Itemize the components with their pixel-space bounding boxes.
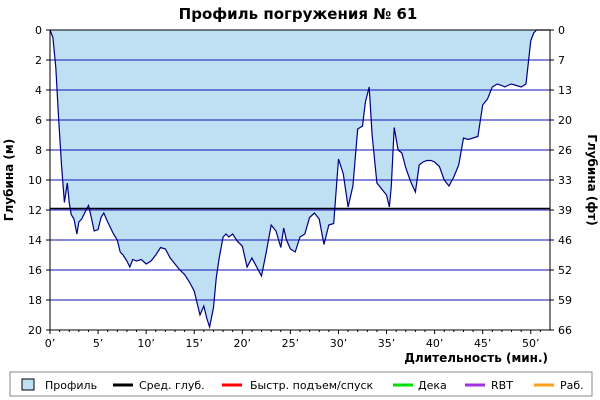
legend-swatch	[21, 378, 35, 391]
legend-box	[9, 371, 593, 397]
y-right-tick-label: 66	[558, 324, 572, 337]
x-tick-label: 5’	[93, 337, 104, 350]
y-left-tick-label: 10	[28, 174, 42, 187]
y-right-tick-label: 46	[558, 234, 572, 247]
y-axis-right-label: Глубина (фт)	[585, 134, 599, 225]
x-axis-label: Длительность (мин.)	[404, 351, 548, 365]
y-left-tick-label: 16	[28, 264, 42, 277]
y-right-tick-label: 59	[558, 294, 572, 307]
y-left-tick-label: 4	[35, 84, 42, 97]
legend-label: Дека	[418, 379, 447, 392]
y-right-tick-label: 52	[558, 264, 572, 277]
chart-title: Профиль погружения № 61	[179, 5, 418, 23]
x-tick-label: 15’	[185, 337, 203, 350]
x-tick-label: 40’	[426, 337, 444, 350]
x-tick-label: 10’	[137, 337, 155, 350]
x-tick-label: 35’	[378, 337, 396, 350]
x-tick-label: 20’	[234, 337, 252, 350]
y-left-tick-label: 8	[35, 144, 42, 157]
y-right-tick-label: 26	[558, 144, 572, 157]
profile-series-line	[49, 29, 550, 330]
y-right-tick-label: 39	[558, 204, 572, 217]
y-axis-left-label: Глубина (м)	[2, 139, 16, 221]
y-left-tick-label: 6	[35, 114, 42, 127]
y-left-tick-label: 12	[28, 204, 42, 217]
x-tick-label: 45’	[474, 337, 492, 350]
legend-label: Раб.	[560, 379, 584, 392]
y-left-tick-label: 18	[28, 294, 42, 307]
x-tick-label: 0’	[45, 337, 56, 350]
x-tick-label: 30’	[330, 337, 348, 350]
y-axis-right-ticks: 0 7 13 20 26 33 39 46 52 59 66	[550, 24, 572, 337]
y-right-tick-label: 0	[558, 24, 565, 37]
y-left-tick-label: 0	[35, 24, 42, 37]
y-right-tick-label: 13	[558, 84, 572, 97]
y-axis-left-ticks: 0 2 4 6 8 10 12 14 16 18 20	[28, 24, 50, 337]
legend-label: Сред. глуб.	[139, 379, 205, 392]
y-right-tick-label: 33	[558, 174, 572, 187]
y-right-tick-label: 20	[558, 114, 572, 127]
x-tick-label: 50’	[522, 337, 540, 350]
x-axis-ticks: 0’ 5’ 10’ 15’ 20’ 25’ 30’ 35’ 40’ 45’ 50’	[45, 330, 541, 350]
legend-label: Быстр. подъем/спуск	[250, 379, 374, 392]
legend-label: Профиль	[45, 379, 97, 392]
y-right-tick-label: 7	[558, 54, 565, 67]
profile-area	[50, 30, 550, 327]
y-left-tick-label: 2	[35, 54, 42, 67]
y-left-tick-label: 14	[28, 234, 42, 247]
profile-line	[49, 29, 550, 330]
x-tick-label: 25’	[282, 337, 300, 350]
legend: Профиль Сред. глуб. Быстр. подъем/спуск Дек…	[9, 371, 593, 397]
y-left-tick-label: 20	[28, 324, 42, 337]
profile-area-fill	[50, 30, 550, 327]
grid-lines	[50, 59, 550, 301]
legend-label: RBT	[491, 379, 513, 392]
